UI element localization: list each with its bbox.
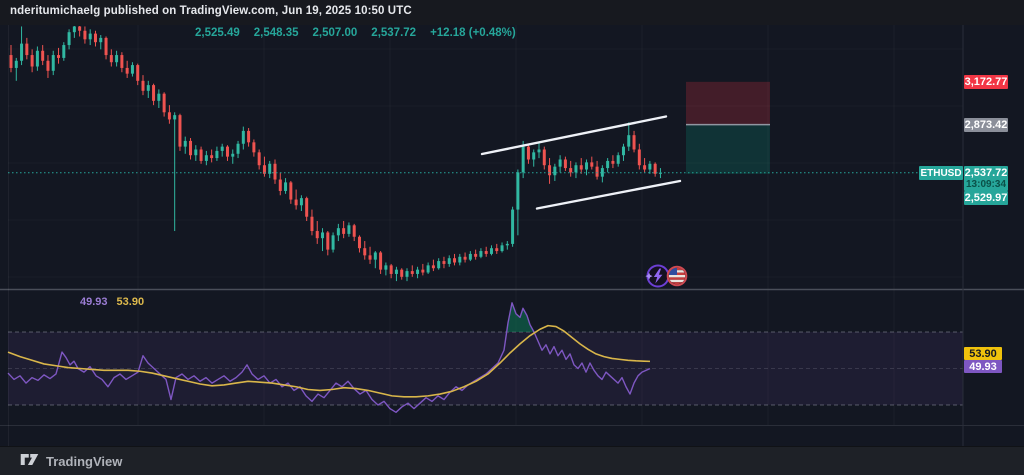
last-price-value: 2,537.72 xyxy=(964,166,1008,179)
rsi-scale-label: 49.93 xyxy=(964,360,1002,373)
ohlc-change: +12.18 (+0.48%) xyxy=(430,27,516,39)
rsi-status-values: 49.93 53.90 xyxy=(80,296,144,308)
publish-title: nderitumichaelg published on TradingView… xyxy=(10,5,412,17)
publish-header: nderitumichaelg published on TradingView… xyxy=(0,0,1024,25)
ohlc-close: 2,537.72 xyxy=(371,27,417,39)
timeline-event-badges xyxy=(644,263,689,294)
price-label-entry: 2,873.42 xyxy=(964,118,1008,132)
tradingview-logo-icon xyxy=(20,453,39,471)
bar-countdown: 13:09:34 xyxy=(965,178,1007,190)
rsi-ma-value: 53.90 xyxy=(116,296,145,308)
ohlc-open: 2,525.49 xyxy=(195,27,240,39)
tradingview-brand-text: TradingView xyxy=(46,454,123,469)
ohlc-row: 2,525.49 2,548.35 2,507.00 2,537.72 +12.… xyxy=(195,27,516,39)
tradingview-brand-link[interactable]: TradingView xyxy=(20,453,122,471)
price-label-last: 2,537.72 13:09:34 xyxy=(964,166,1008,191)
price-label-target: 2,529.97 xyxy=(964,191,1008,205)
footer-bar: TradingView xyxy=(0,446,1024,475)
symbol-tag: ETHUSD xyxy=(919,166,963,180)
ohlc-low: 2,507.00 xyxy=(312,27,358,39)
rsi-value: 49.93 xyxy=(80,296,108,308)
us-flag-event-icon[interactable] xyxy=(665,264,689,293)
rsi-ma-scale-label: 53.90 xyxy=(964,347,1002,360)
price-label-stop: 3,172.77 xyxy=(964,75,1008,89)
ohlc-high: 2,548.35 xyxy=(253,27,299,39)
